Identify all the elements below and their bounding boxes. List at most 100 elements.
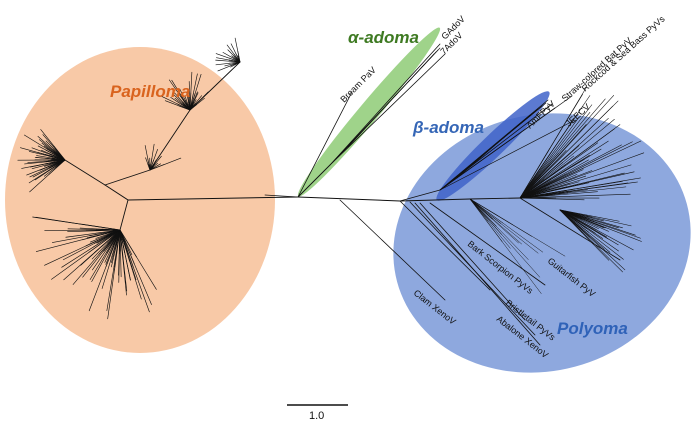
tree-branch [24, 161, 48, 165]
backbone-branch [297, 196, 401, 202]
tree-branch [573, 177, 641, 190]
tree-branch [543, 121, 573, 164]
tree-branch [40, 129, 55, 147]
tree-branch [550, 159, 589, 182]
tree-branch [226, 44, 235, 55]
tree-branch [519, 156, 563, 199]
tree-branch [122, 257, 128, 292]
tree-branch [456, 114, 531, 179]
tree-branch [582, 228, 611, 253]
tree-branch [161, 96, 178, 105]
tree-branch [88, 266, 107, 312]
tree-branch [32, 167, 51, 178]
tree-branch [237, 55, 240, 60]
tree-branch [120, 250, 122, 278]
tree-branch [28, 151, 50, 157]
tree-branch [154, 155, 162, 165]
tree-branch [567, 186, 627, 194]
tree-branch [419, 202, 526, 321]
tree-branch [595, 222, 641, 239]
tree-branch [113, 229, 121, 267]
tree-branch [72, 254, 100, 285]
backbone-branch [399, 198, 471, 202]
tree-branch [145, 157, 149, 165]
tree-branch [581, 232, 610, 261]
tree-branch [571, 171, 635, 187]
tree-branch [189, 104, 197, 111]
tree-branch [36, 155, 53, 159]
tree-branch [551, 154, 590, 180]
tree-branch [216, 57, 230, 61]
tree-branch [222, 52, 233, 58]
tree-branch [95, 229, 121, 234]
tree-branch [575, 220, 596, 234]
tree-branch [193, 91, 198, 103]
tree-branch [579, 217, 605, 229]
tree-branch [153, 162, 158, 168]
beta-adoma-clade-label: β-adoma [412, 118, 484, 137]
tree-branch [575, 152, 645, 178]
tree-branch [190, 71, 193, 94]
tree-branch [144, 145, 149, 160]
tree-branch [570, 141, 633, 173]
tree-branch [487, 220, 511, 249]
tree-branch [37, 145, 54, 154]
tree-branch [40, 149, 55, 156]
tree-branch [149, 164, 165, 171]
tree-branch [579, 227, 605, 250]
tree-branch [154, 163, 161, 168]
tree-branch [500, 223, 539, 254]
tree-branch [581, 222, 609, 240]
tree-branch [41, 142, 55, 153]
tree-branch [227, 49, 235, 57]
tree-branch [28, 169, 50, 184]
tree-branch [230, 43, 237, 55]
tree-branch [118, 253, 120, 283]
tree-branch [29, 162, 50, 168]
tree-branch [89, 236, 107, 245]
tree-branch [91, 252, 108, 282]
tree-branch [558, 98, 606, 154]
alpha-adoma-clade-region [297, 27, 441, 197]
tree-branch [501, 241, 542, 294]
tree-branch [215, 59, 230, 62]
tree-branch [86, 233, 106, 239]
tree-branch [43, 166, 57, 177]
tree-branch [51, 235, 90, 243]
tree-branch [119, 229, 131, 262]
tree-branch [586, 214, 620, 222]
tree-branch [184, 96, 189, 105]
tree-branch [164, 100, 180, 107]
tree-branch [193, 92, 199, 103]
tree-branch [593, 221, 636, 236]
tree-branch [192, 99, 197, 106]
tree-branch [548, 159, 585, 181]
tree-branch [399, 189, 441, 202]
tree-branch [193, 73, 198, 95]
tree-branch [502, 222, 544, 253]
tree-branch [119, 229, 137, 258]
tree-branch [439, 95, 573, 191]
tree-branch [329, 53, 446, 166]
tree-branch [264, 194, 299, 198]
tree-branch [171, 79, 183, 97]
tree-branch [31, 147, 51, 155]
tree-branch [63, 252, 95, 281]
scale-bar-label: 1.0 [309, 410, 324, 422]
tree-branch [174, 97, 184, 106]
tree-branch [399, 200, 491, 291]
tree-branch [581, 219, 609, 232]
tree-branch [551, 112, 591, 160]
tree-branch [469, 198, 503, 242]
tree-branch [215, 62, 230, 66]
tree-branch [37, 136, 54, 150]
tree-branch [29, 174, 50, 193]
tree-branch [493, 219, 522, 245]
tree-branch [519, 174, 547, 199]
tree-branch [189, 92, 192, 111]
tree-branch [561, 105, 614, 157]
tree-branch [231, 55, 237, 60]
tree-branch [31, 163, 51, 169]
